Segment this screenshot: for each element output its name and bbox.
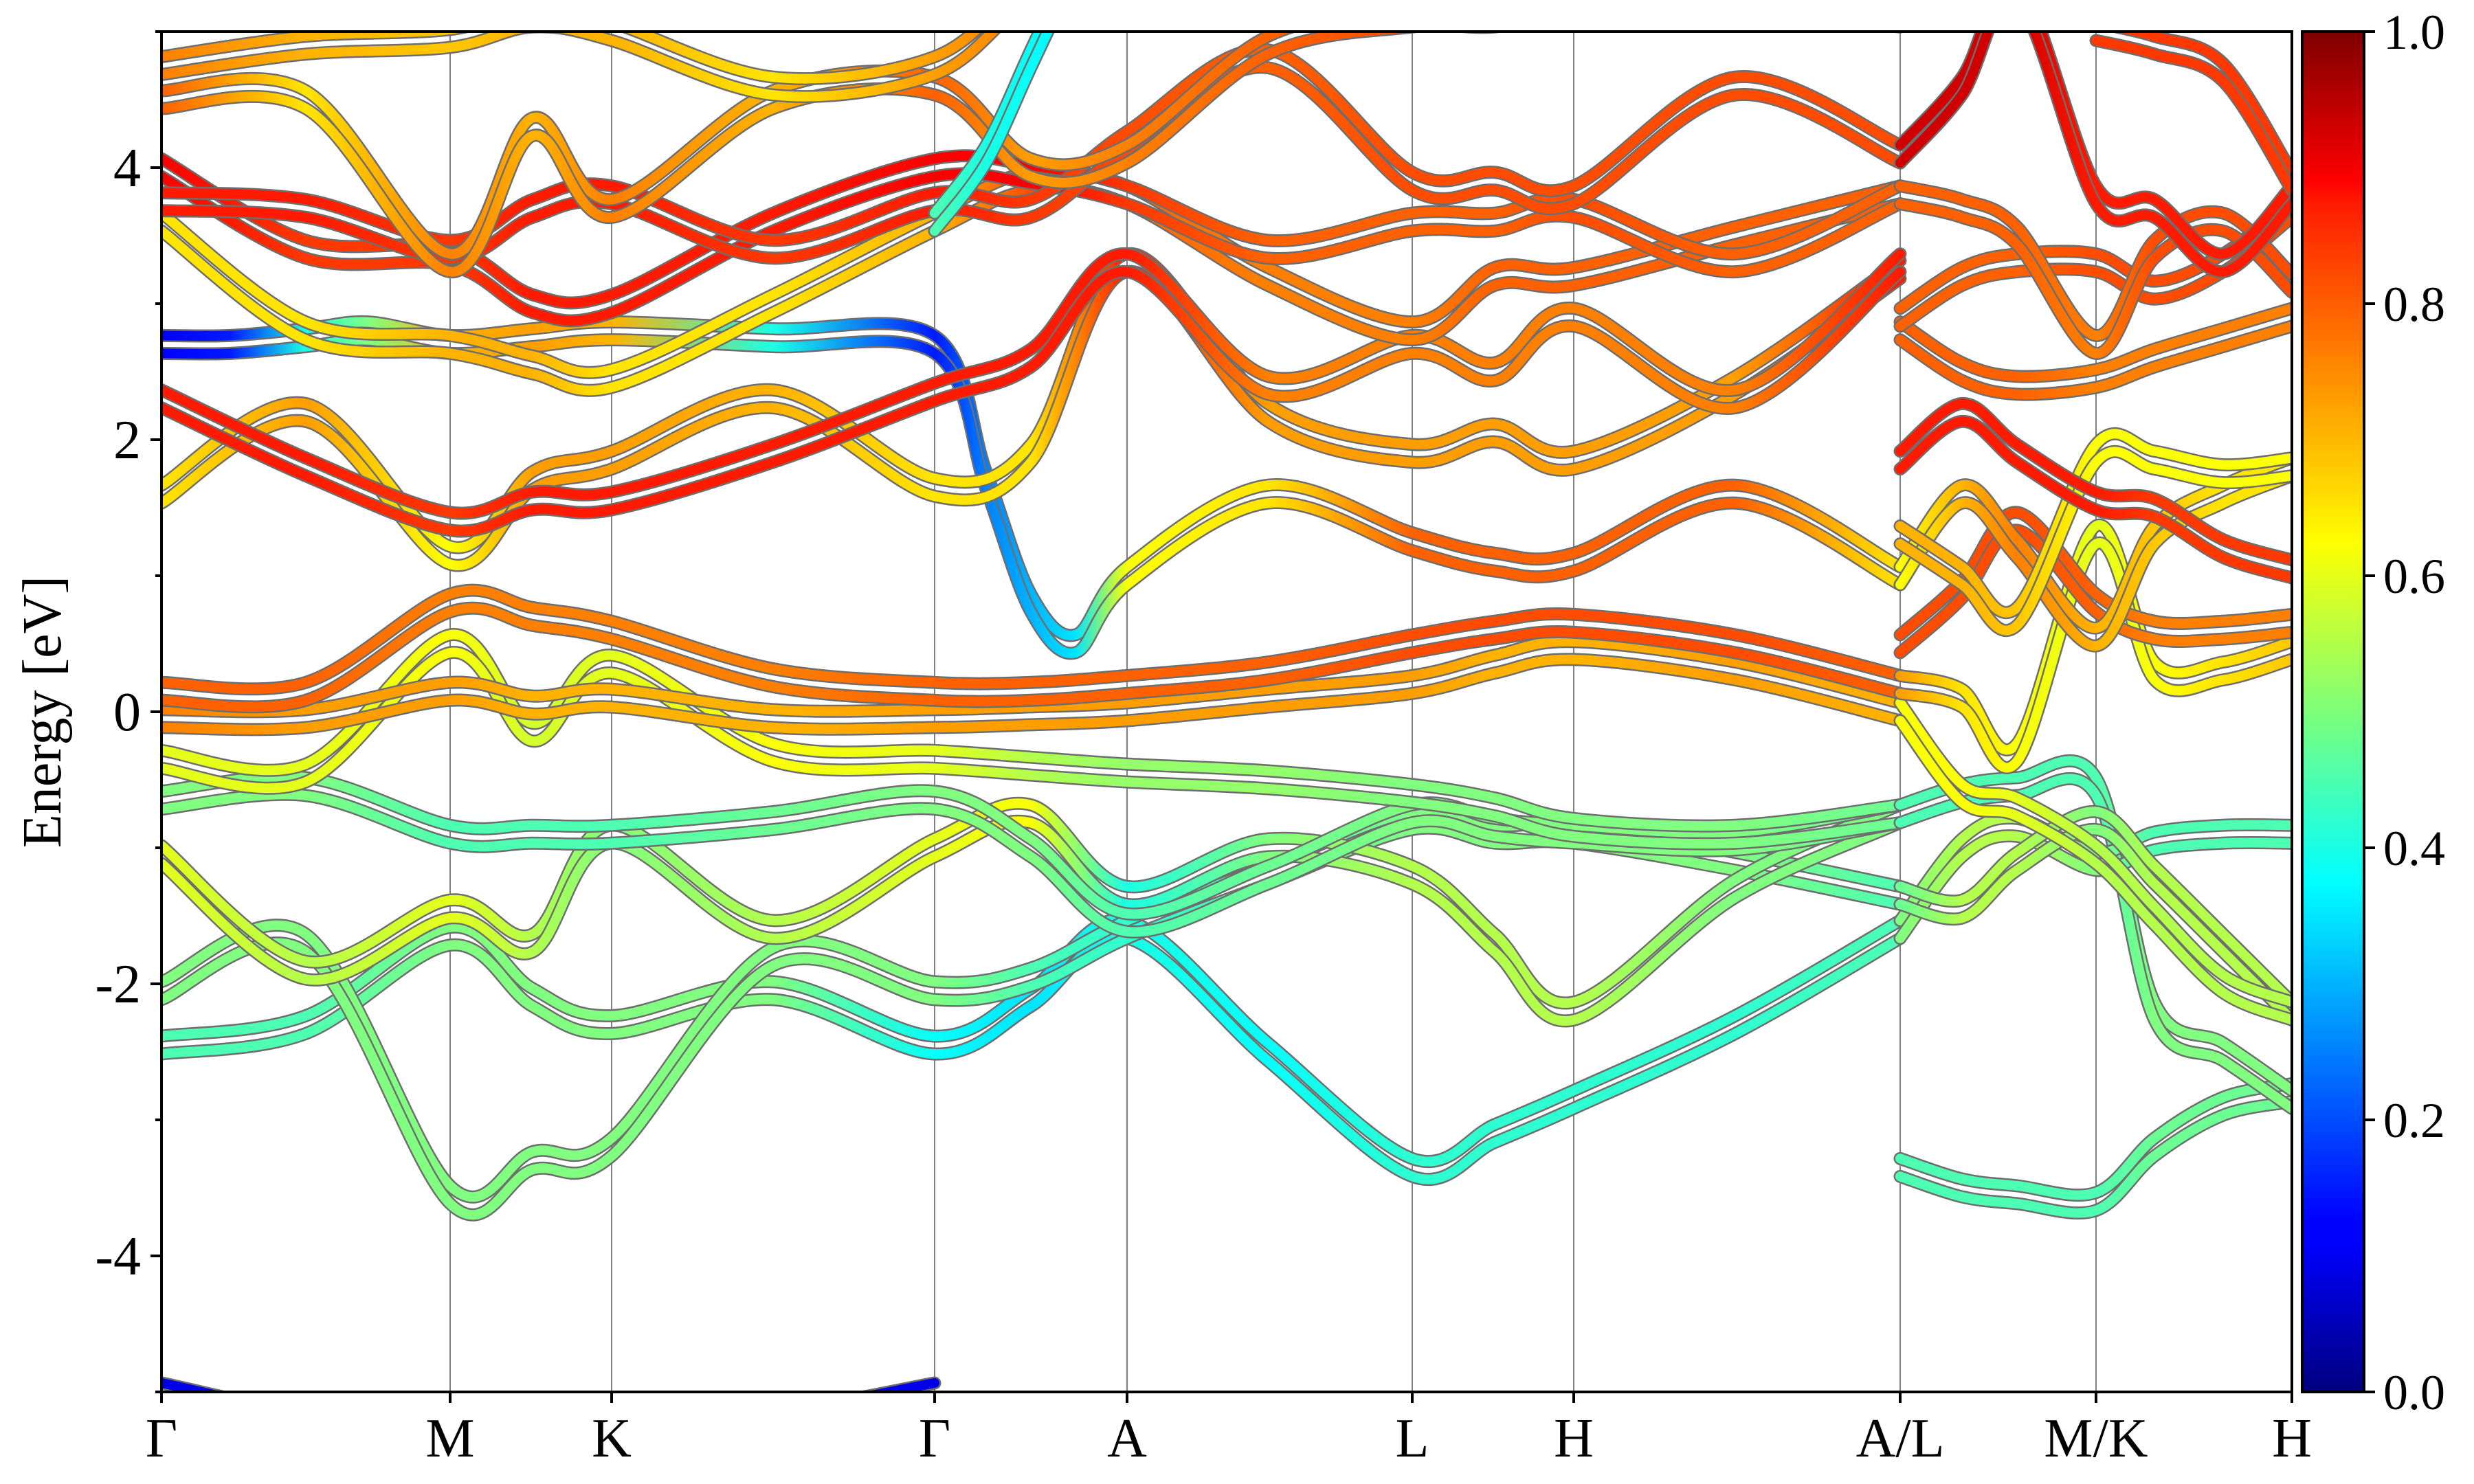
x-tick-label: H: [2272, 1408, 2312, 1469]
y-tick-label: 4: [113, 138, 141, 199]
band-line-outline: [161, 1376, 941, 1392]
band-line: [930, 32, 1054, 236]
band-line: [1895, 429, 2292, 618]
band-line: [161, 32, 1293, 259]
x-tick-label: A: [1107, 1408, 1147, 1469]
band-line: [1895, 321, 2292, 400]
band-line: [1895, 398, 2292, 565]
band-line: [1895, 525, 2292, 657]
band-lines: [161, 32, 2292, 1446]
band-line: [1895, 199, 2292, 359]
colorbar-ticks: 0.0 0.2 0.4 0.6 0.8 1.0: [2364, 5, 2445, 1420]
band-line: [1895, 698, 2292, 1007]
y-tick-label: -4: [95, 1226, 141, 1287]
band-line: [1895, 32, 2292, 277]
x-axis-ticks: Γ M K Γ A L H A/L M/K H: [146, 1392, 2312, 1469]
band-line: [1895, 813, 2292, 925]
band-line: [1895, 1097, 2292, 1218]
band-line: [1895, 824, 2292, 1025]
band-line: [161, 823, 1905, 1220]
band-line-outline: [161, 247, 1907, 520]
band-line: [1895, 303, 2292, 382]
y-axis-ticks: -4 -2 0 2 4: [95, 30, 161, 1393]
band-line: [1895, 831, 2292, 943]
band-line: [161, 267, 1905, 571]
colorbar-gradient: [2301, 30, 2365, 1393]
colorbar-tick-label: 0.0: [2383, 1365, 2445, 1420]
x-tick-label: M/K: [2044, 1408, 2148, 1469]
band-line: [1895, 716, 2292, 1025]
y-axis-title: Energy [eV]: [12, 576, 73, 848]
band-line: [161, 267, 1905, 537]
band-line: [1895, 471, 2292, 651]
colorbar-tick-label: 0.8: [2383, 277, 2445, 332]
band-line: [161, 932, 1905, 1184]
band-line: [161, 654, 1905, 734]
band-line-outline: [161, 265, 1907, 538]
band-line: [1895, 520, 2292, 755]
x-tick-label: A/L: [1856, 1408, 1945, 1469]
band-line: [161, 816, 1905, 1026]
band-line: [161, 789, 1905, 937]
band-line: [161, 32, 981, 84]
band-line: [161, 249, 1905, 519]
band-line: [161, 32, 1000, 102]
band-line: [161, 636, 1905, 717]
band-line: [161, 585, 1905, 694]
x-tick-label: K: [592, 1408, 632, 1469]
band-line: [161, 647, 1905, 849]
y-tick-label: 2: [113, 410, 141, 471]
band-line: [1895, 181, 2292, 341]
band-line: [161, 629, 1905, 831]
x-tick-label: Γ: [919, 1408, 950, 1469]
band-line: [1895, 416, 2292, 583]
colorbar: 0.0 0.2 0.4 0.6 0.8 1.0: [2301, 5, 2445, 1420]
band-line: [1895, 807, 2292, 1007]
band-line: [2091, 36, 2292, 195]
band-line: [161, 249, 1905, 553]
band-line: [161, 1378, 939, 1392]
colorbar-tick-label: 0.2: [2383, 1093, 2445, 1148]
y-tick-label: -2: [95, 954, 141, 1015]
band-line-outline: [161, 1401, 935, 1446]
band-line: [161, 603, 1905, 712]
band-line: [161, 772, 1905, 919]
band-line: [1895, 538, 2292, 773]
x-tick-label: H: [1554, 1408, 1594, 1469]
band-line: [2115, 32, 2292, 177]
x-tick-label: M: [425, 1408, 474, 1469]
band-line: [161, 32, 1902, 277]
x-tick-label: L: [1396, 1408, 1429, 1469]
y-tick-label: 0: [113, 682, 141, 743]
band-line: [161, 183, 1905, 396]
band-line: [1895, 447, 2292, 636]
colorbar-tick-label: 0.4: [2383, 821, 2445, 876]
band-line: [161, 798, 1905, 1009]
band-line: [1895, 1079, 2292, 1200]
band-line: [930, 32, 1045, 218]
x-tick-label: Γ: [146, 1408, 177, 1469]
colorbar-tick-label: 0.6: [2383, 549, 2445, 604]
colorbar-tick-label: 1.0: [2383, 5, 2445, 60]
band-line: [161, 1401, 935, 1446]
